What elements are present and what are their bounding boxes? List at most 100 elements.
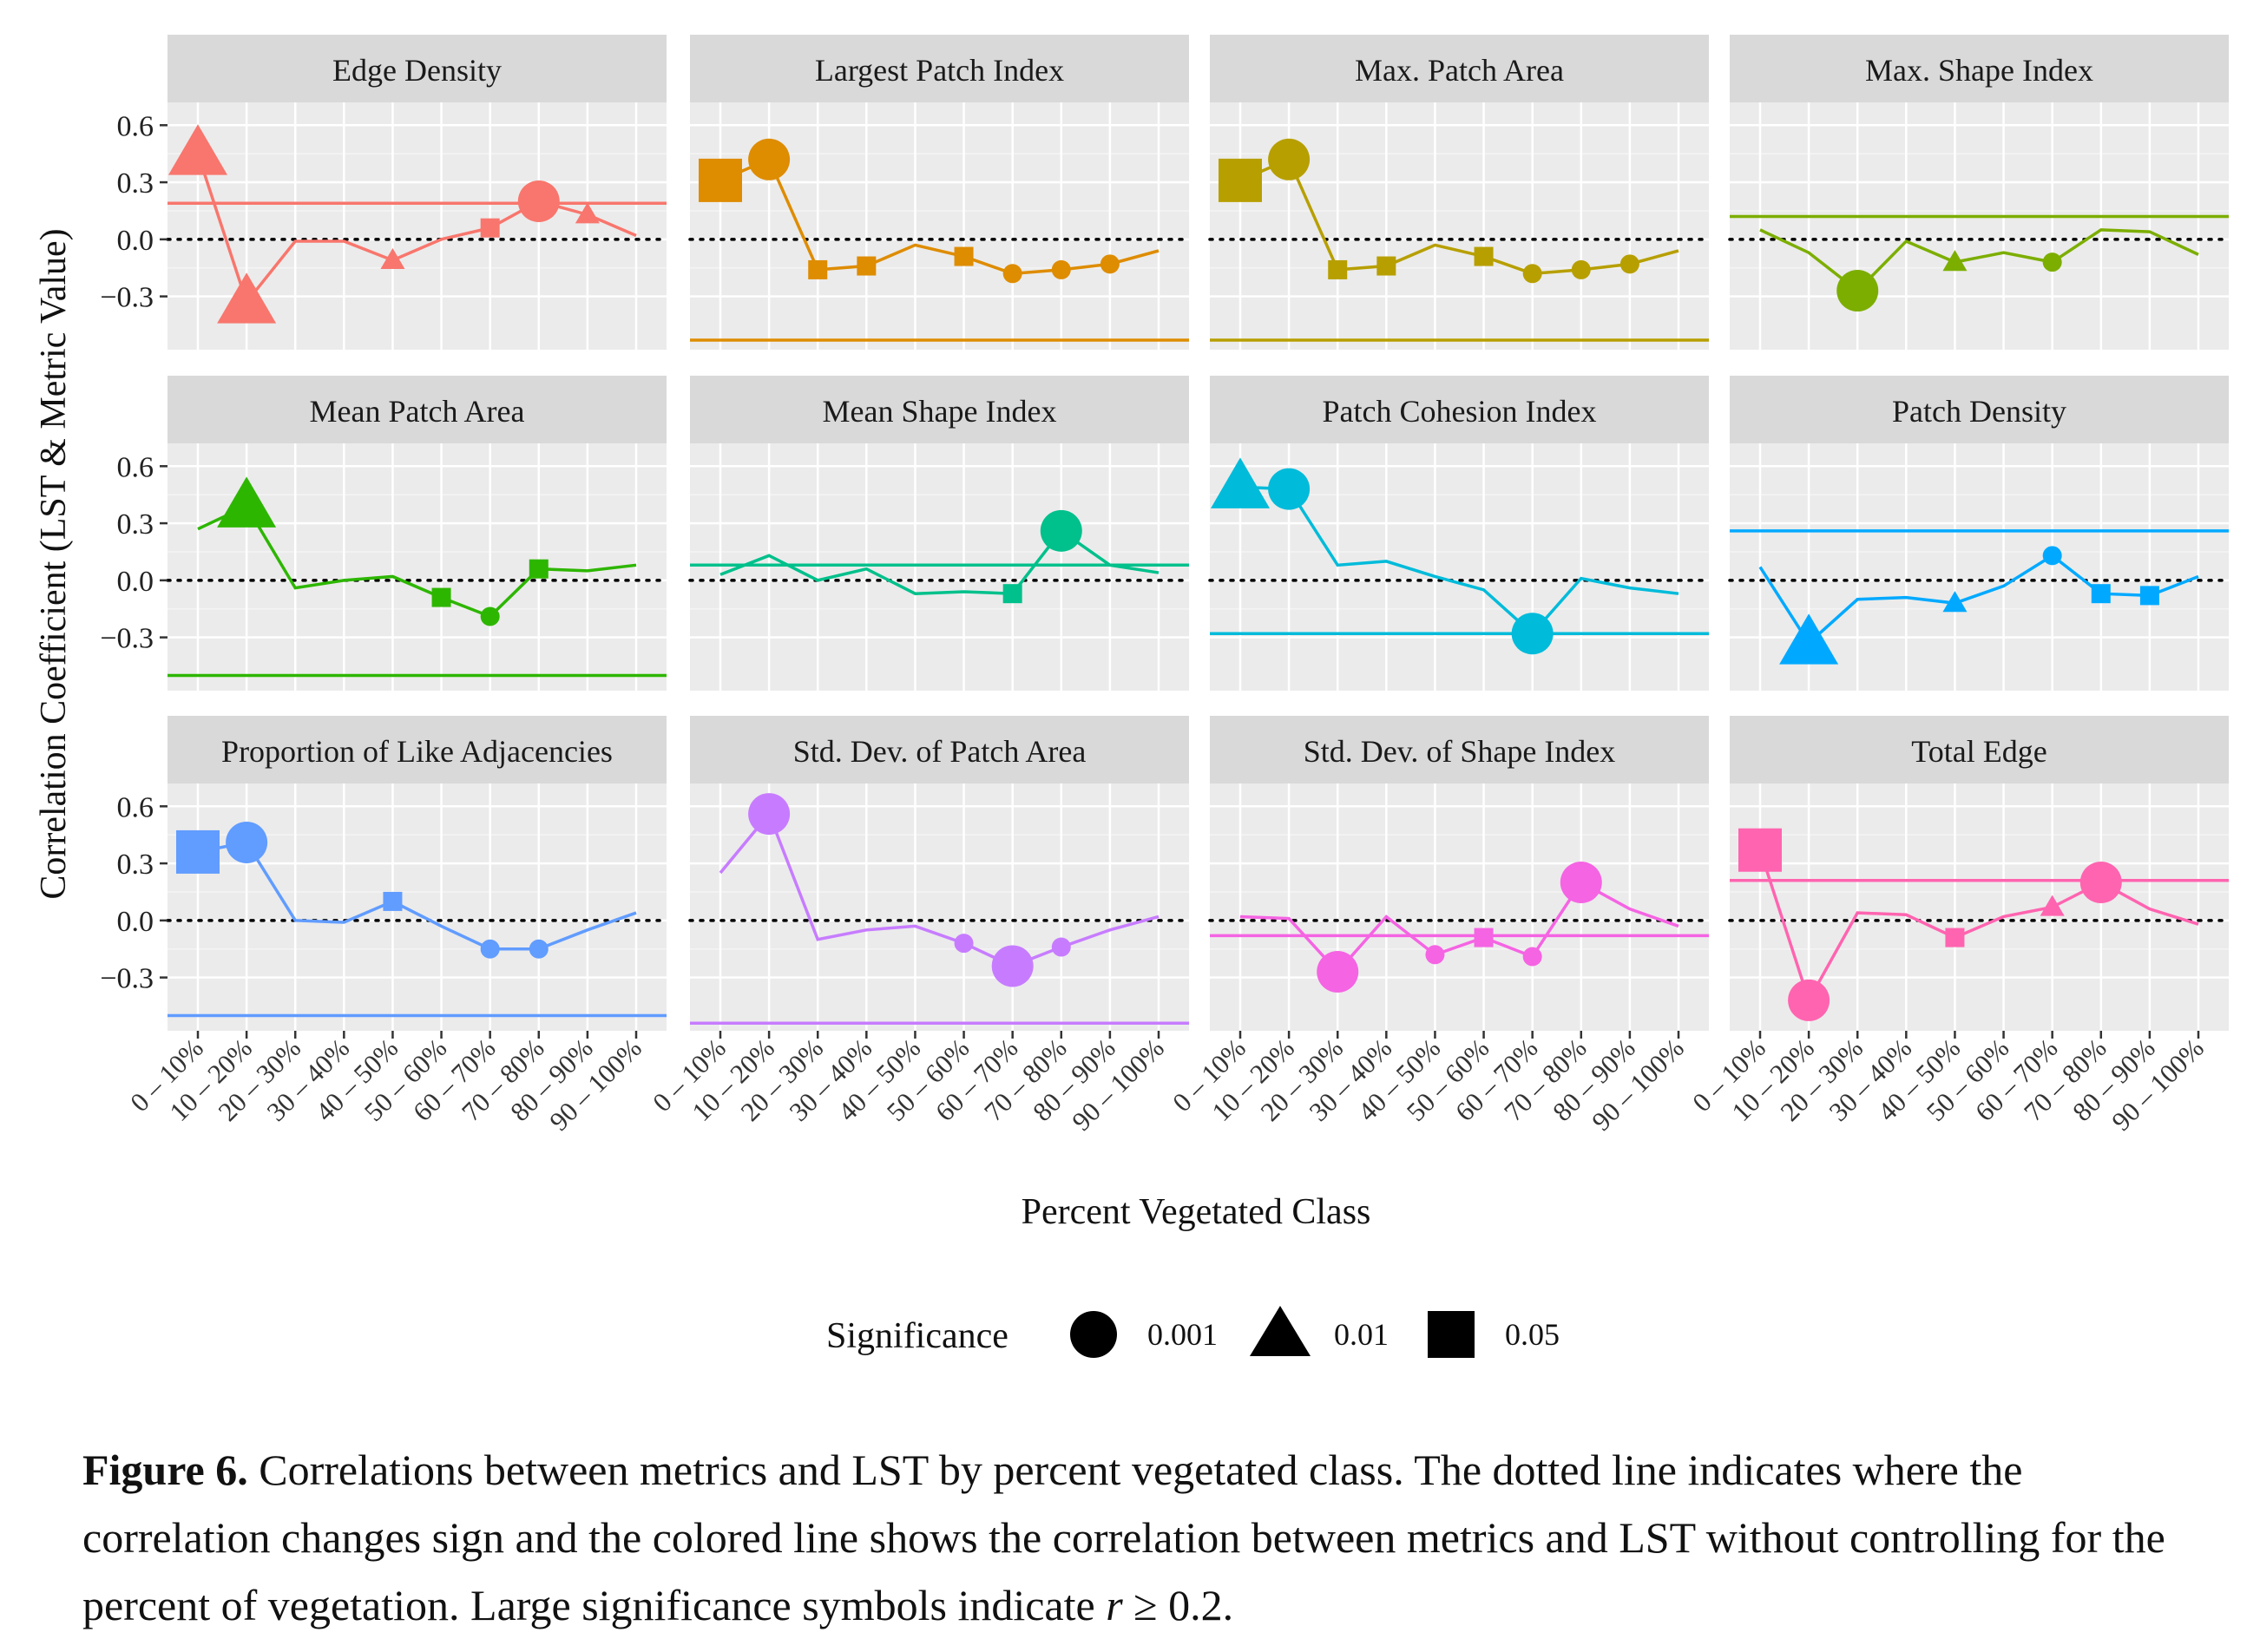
panel-title: Total Edge xyxy=(1911,734,2046,769)
legend-circle-icon xyxy=(1070,1311,1117,1358)
legend-triangle-icon xyxy=(1250,1306,1311,1356)
circle-marker xyxy=(1317,951,1359,993)
y-tick-label: 0.6 xyxy=(117,791,154,823)
square-marker xyxy=(1328,259,1348,279)
legend-label: 0.01 xyxy=(1334,1317,1389,1352)
square-marker xyxy=(1738,828,1782,872)
triangle-marker xyxy=(575,202,600,224)
plot-background xyxy=(168,443,667,691)
square-marker xyxy=(1002,584,1022,604)
square-marker xyxy=(176,829,220,874)
square-marker xyxy=(808,259,828,279)
circle-marker xyxy=(529,939,549,959)
panel-mean-patch-area: Mean Patch Area −0.3 0.0 0.3 0.6 xyxy=(100,376,668,691)
plot-background xyxy=(1730,102,2229,350)
y-tick-label: 0.6 xyxy=(117,451,154,483)
triangle-marker xyxy=(2040,895,2065,916)
strip-background xyxy=(690,376,1189,443)
strip-background xyxy=(168,716,667,783)
square-marker xyxy=(1219,158,1262,202)
circle-marker xyxy=(1002,264,1022,284)
panel-title: Edge Density xyxy=(332,53,502,88)
panel-title: Largest Patch Index xyxy=(815,53,1064,88)
square-marker xyxy=(2091,584,2111,604)
circle-marker xyxy=(1040,509,1082,552)
panel-mean-shape-index: Mean Shape Index xyxy=(688,376,1191,691)
triangle-marker xyxy=(217,272,277,324)
panel-title: Mean Patch Area xyxy=(310,394,525,429)
strip-background xyxy=(168,35,667,102)
series-line xyxy=(1758,849,2199,1005)
circle-marker xyxy=(954,934,974,954)
circle-marker xyxy=(1051,259,1071,279)
circle-marker xyxy=(1051,937,1071,957)
panel-max-shape-index: Max. Shape Index xyxy=(1728,35,2230,350)
circle-marker xyxy=(1619,254,1639,274)
panel-title: Std. Dev. of Shape Index xyxy=(1304,734,1616,769)
legend-label: 0.05 xyxy=(1505,1317,1560,1352)
square-marker xyxy=(1474,246,1494,266)
plot-background xyxy=(1210,783,1709,1031)
series-line xyxy=(197,504,637,619)
series-line xyxy=(719,810,1160,968)
strip-background xyxy=(1730,376,2229,443)
series-line xyxy=(1239,880,1679,974)
panel-edge-density: Edge Density −0.3 0.0 0.3 0.6 xyxy=(100,35,668,350)
strip-background xyxy=(1730,716,2229,783)
circle-marker xyxy=(2042,546,2062,566)
strip-background xyxy=(690,716,1189,783)
panel-title: Std. Dev. of Patch Area xyxy=(793,734,1087,769)
circle-marker xyxy=(480,939,500,959)
square-marker xyxy=(480,218,500,238)
series-line xyxy=(197,841,637,951)
triangle-marker xyxy=(1942,591,1968,613)
strip-background xyxy=(690,35,1189,102)
y-axis-title: Correlation Coefficient (LST & Metric Va… xyxy=(34,228,74,899)
triangle-marker xyxy=(1211,457,1270,508)
circle-marker xyxy=(1571,259,1591,279)
square-marker xyxy=(857,256,877,276)
series-line xyxy=(719,157,1160,276)
strip-background xyxy=(1210,35,1709,102)
circle-marker xyxy=(1425,945,1445,965)
circle-marker xyxy=(226,821,268,863)
legend: Significance 0.001 0.01 0.05 xyxy=(826,1306,1560,1358)
circle-marker xyxy=(1100,254,1120,274)
triangle-marker xyxy=(217,476,277,528)
square-marker xyxy=(954,246,974,266)
circle-marker xyxy=(1788,979,1830,1021)
plot-background xyxy=(690,443,1189,691)
y-tick-label: −0.3 xyxy=(100,282,154,314)
panel-patch-cohesion-index: Patch Cohesion Index xyxy=(1208,376,1711,691)
circle-marker xyxy=(991,945,1034,987)
y-tick-label: 0.3 xyxy=(117,849,154,881)
square-marker xyxy=(1945,928,1965,947)
panel-largest-patch-index: Largest Patch Index xyxy=(688,35,1191,350)
circle-marker xyxy=(1522,264,1542,284)
circle-marker xyxy=(1836,270,1879,312)
caption-label: Figure 6. xyxy=(82,1446,248,1494)
caption-text-after: ≥ 0.2. xyxy=(1122,1581,1234,1629)
circle-marker xyxy=(517,180,560,222)
panel-title: Patch Cohesion Index xyxy=(1323,394,1597,429)
panel-title: Max. Patch Area xyxy=(1355,53,1564,88)
triangle-marker xyxy=(1942,250,1968,272)
circle-marker xyxy=(480,606,500,626)
figure-caption: Figure 6. Correlations between metrics a… xyxy=(82,1436,2200,1639)
x-axis-title: Percent Vegetated Class xyxy=(1022,1192,1371,1232)
y-tick-label: 0.0 xyxy=(117,225,154,257)
panel-patch-density: Patch Density xyxy=(1728,376,2230,691)
strip-background xyxy=(1210,376,1709,443)
panel-title: Max. Shape Index xyxy=(1865,53,2093,88)
plot-background xyxy=(168,783,667,1031)
strip-background xyxy=(168,376,667,443)
panel-title: Patch Density xyxy=(1892,394,2066,429)
series-line xyxy=(1758,554,2199,646)
square-marker xyxy=(1474,928,1494,947)
y-tick-label: −0.3 xyxy=(100,963,154,995)
triangle-marker xyxy=(380,247,405,270)
